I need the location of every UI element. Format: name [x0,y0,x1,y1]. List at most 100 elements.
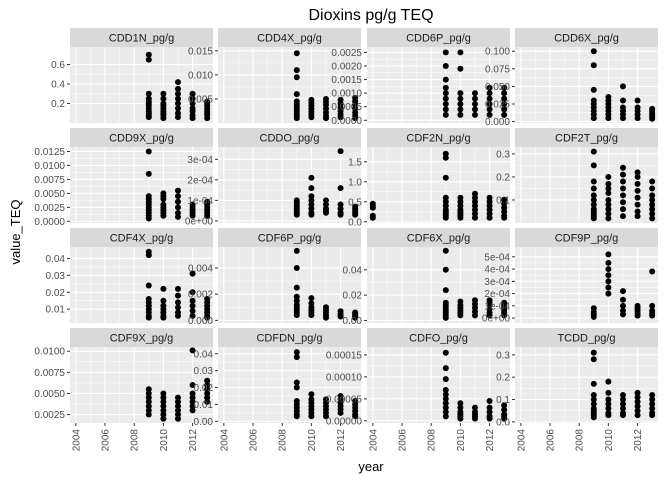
y-tick-label: 1e-04 [187,196,213,207]
data-point [619,192,626,199]
y-tick-label: 3e-04 [187,155,213,166]
data-point [189,95,196,102]
data-point [160,297,167,304]
data-point [605,206,612,213]
data-point [174,100,181,107]
data-point [634,173,641,180]
data-point [189,382,196,388]
x-tick-label: 2008 [130,429,141,452]
data-point [174,79,181,86]
data-point [471,95,478,102]
data-point [337,205,344,212]
y-axis-title: value_TEQ [8,199,23,264]
data-point [590,48,597,55]
plot-panel [515,247,658,323]
data-point [501,90,508,97]
y-tick-label: 0.3 [496,350,510,361]
data-point [619,405,626,412]
y-tick-label: 0.2 [496,172,510,183]
data-point [293,384,300,391]
data-point [160,95,167,102]
data-point [649,201,656,208]
facet-strip [515,328,658,347]
facet-strip [70,328,213,347]
y-tick-label: 0.0005 [331,102,362,113]
facet-panel: CDD6P_pg/g 0.0000 0.0005 0.0010 0.0015 0.0020… [331,28,510,127]
data-point [501,312,508,319]
facet-strip-label: CDF2T_pg/g [555,133,618,145]
data-point [442,287,449,294]
facet-strip-label: CDF4X_pg/g [110,233,174,245]
facet-strip-label: CDF9X_pg/g [110,333,174,345]
data-point [160,398,167,405]
facet-strip-label: CDFO_pg/g [409,333,468,345]
facet-strip-label: CDF2N_pg/g [406,133,470,145]
y-tick-label: 0.03 [194,366,214,377]
data-point [442,400,449,407]
data-point [457,312,464,319]
data-point [145,403,152,410]
facet-strip [367,28,510,47]
data-point [352,413,359,420]
y-tick-label: 0.5 [348,197,362,208]
data-point [619,83,626,90]
data-point [471,214,478,221]
data-point [337,211,344,218]
data-point [204,390,211,397]
facet-panel: CDF4X_pg/g 0.01 0.02 0.03 0.04 [46,228,213,323]
data-point [442,404,449,411]
data-point [471,101,478,107]
facet-strip-label: CDF6P_pg/g [258,233,322,245]
data-point [590,115,597,122]
data-point [486,101,493,107]
x-tick-label: 2004 [219,429,230,452]
data-point [174,398,181,405]
data-point [174,213,181,220]
data-point [145,252,152,259]
y-tick-label: 0.005 [188,94,213,105]
plot-panel [367,147,510,223]
data-point [457,106,464,113]
data-point [293,50,300,57]
x-tick-label: 2010 [159,429,170,452]
data-point [145,394,152,401]
data-point [442,376,449,383]
facet-strip-label: CDD6X_pg/g [554,33,619,45]
data-point [322,197,329,204]
data-point [605,378,612,385]
data-point [322,115,329,122]
data-point [145,148,152,155]
y-tick-label: 0.0125 [34,147,65,158]
y-tick-label: 1e-04 [484,301,510,312]
data-point [649,215,656,222]
data-point [174,187,181,194]
y-tick-label: 0.0025 [331,48,362,59]
data-point [174,299,181,306]
y-tick-label: 0.02 [46,288,66,299]
data-point [634,187,641,194]
facet-strip [218,128,361,147]
data-point [308,185,315,192]
data-point [619,178,626,185]
data-point [486,409,493,416]
data-point [471,312,478,319]
data-point [308,114,315,121]
facet-panel: CDD6X_pg/g 0.000 0.025 0.050 0.075 0.100 [485,28,658,128]
data-point [145,56,152,63]
data-point [322,314,329,321]
data-point [605,180,612,187]
data-point [605,284,612,291]
data-point [189,398,196,405]
y-tick-label: 0.1 [496,195,510,206]
data-point [619,401,626,407]
data-point [189,347,196,354]
data-point [634,403,641,410]
data-point [605,272,612,279]
data-point [442,395,449,402]
data-point [174,204,181,211]
data-point [605,210,612,217]
facet-panel: CDFDN_pg/g 2004 2006 2008 2010 2012 0.00 0.01 0.… [194,328,361,451]
facet-panel: TCDD_pg/g 2004 2006 2008 2010 2012 0.0 0.1 0.2 0.… [496,328,658,451]
data-point [293,413,300,420]
y-tick-label: 0.0000 [34,217,65,228]
